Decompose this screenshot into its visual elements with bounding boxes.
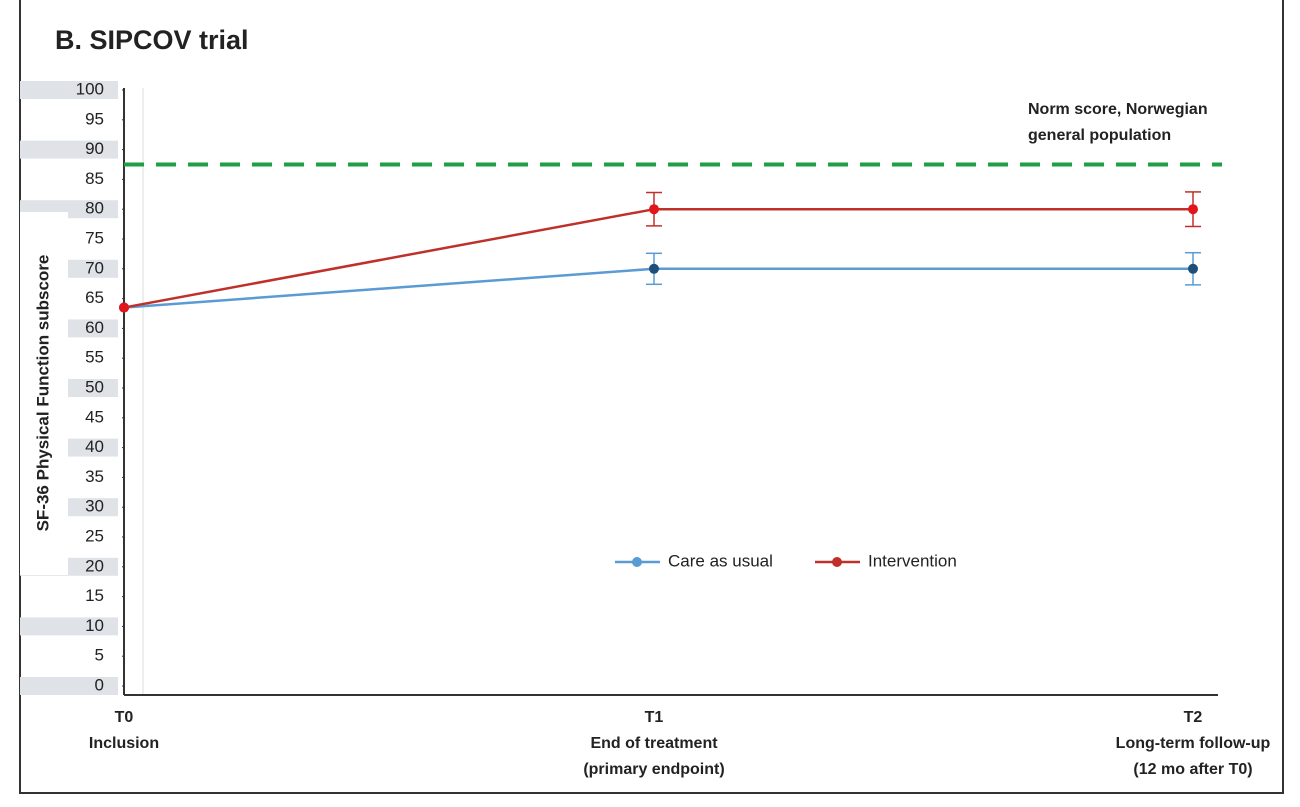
- y-tick-label: 25: [85, 526, 104, 545]
- y-tick-label: 55: [85, 348, 104, 367]
- x-tick-label: End of treatment: [590, 735, 718, 752]
- y-tick-label: 75: [85, 228, 104, 247]
- y-label-box: [20, 212, 68, 575]
- x-tick-label: (12 mo after T0): [1133, 761, 1252, 778]
- y-tick-label: 40: [85, 437, 104, 456]
- x-tick-label: Long-term follow-up: [1116, 735, 1271, 752]
- y-tick-label: 15: [85, 586, 104, 605]
- legend-marker: [632, 557, 642, 567]
- y-tick-label: 65: [85, 288, 104, 307]
- y-tick-label: 100: [76, 79, 104, 98]
- y-tick-label: 35: [85, 467, 104, 486]
- x-tick-label: T1: [645, 709, 664, 726]
- marker: [1188, 204, 1198, 215]
- y-tick-label: 30: [85, 497, 104, 516]
- frame: [19, 0, 1284, 794]
- tick-band: [20, 81, 118, 99]
- y-tick-label: 50: [85, 377, 104, 396]
- legend-marker: [832, 557, 842, 567]
- y-axis-label: SF-36 Physical Function subscore: [33, 255, 52, 532]
- y-tick-label: 85: [85, 169, 104, 188]
- y-tick-label: 80: [85, 199, 104, 218]
- y-tick-label: 5: [95, 646, 104, 665]
- marker: [119, 302, 129, 313]
- marker: [1188, 263, 1198, 274]
- series-line: [123, 267, 1193, 309]
- chart-title: B. SIPCOV trial: [55, 25, 249, 55]
- x-tick-label: Inclusion: [89, 735, 159, 752]
- reference-label: general population: [1028, 127, 1171, 144]
- tick-band: [20, 140, 118, 159]
- x-tick-label: T0: [115, 709, 134, 726]
- marker: [649, 263, 659, 274]
- y-tick-label: 0: [95, 675, 104, 694]
- y-tick-label: 10: [85, 616, 104, 635]
- series-line: [123, 207, 1193, 309]
- y-tick-label: 45: [85, 407, 104, 426]
- tick-band: [20, 617, 118, 636]
- y-tick-label: 90: [85, 139, 104, 158]
- x-tick-label: T2: [1184, 709, 1203, 726]
- y-tick-label: 60: [85, 318, 104, 337]
- x-tick-label: (primary endpoint): [583, 761, 724, 778]
- reference-label: Norm score, Norwegian: [1028, 101, 1208, 118]
- tick-band: [20, 677, 118, 695]
- legend-label: Care as usual: [668, 551, 773, 570]
- y-tick-label: 95: [85, 109, 104, 128]
- legend-label: Intervention: [868, 551, 957, 570]
- marker: [649, 204, 659, 215]
- y-tick-label: 20: [85, 556, 104, 575]
- y-tick-label: 70: [85, 258, 104, 277]
